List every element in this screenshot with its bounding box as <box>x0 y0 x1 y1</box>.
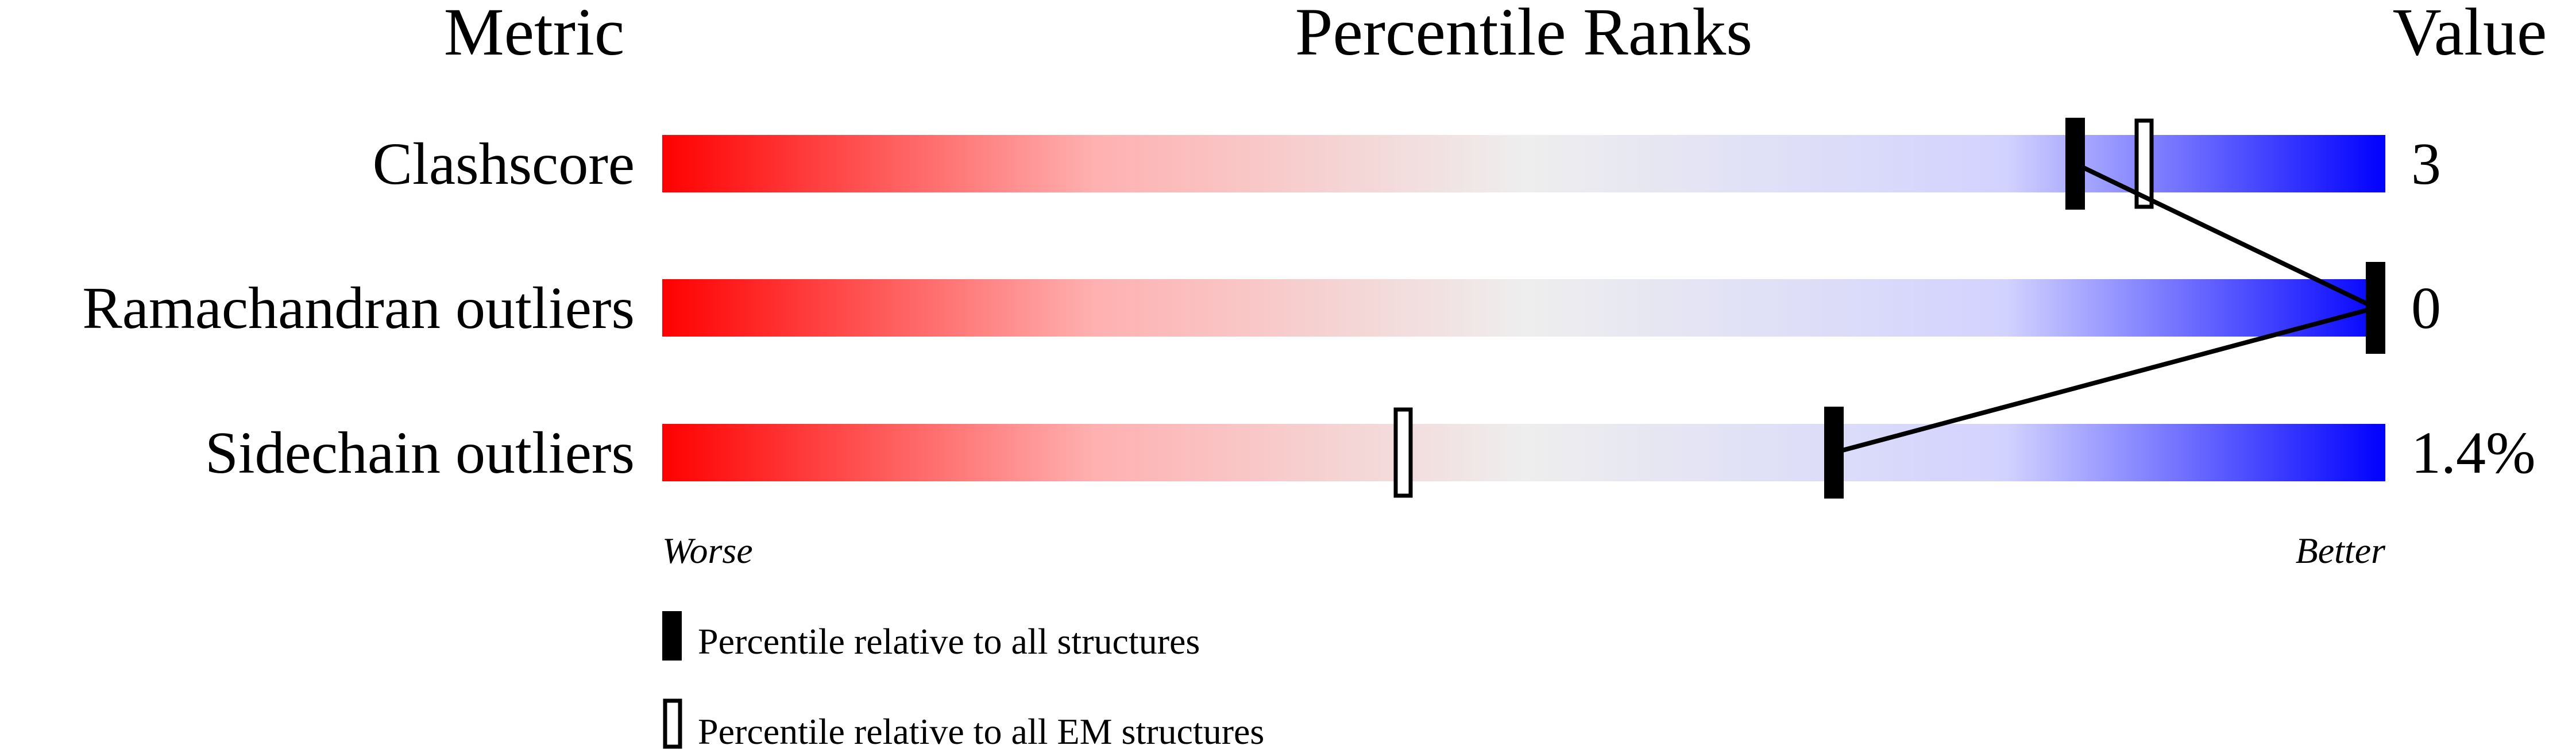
em-percentile-marker <box>1393 407 1413 498</box>
percentile-bar <box>662 424 2385 481</box>
percentile-bar <box>662 135 2385 192</box>
better-label: Better <box>2296 530 2386 571</box>
metric-value: 0 <box>2411 275 2441 341</box>
value-header: Value <box>2393 0 2547 69</box>
legend-filled-marker <box>662 611 682 661</box>
legend-label-em: Percentile relative to all EM structures <box>698 711 1264 752</box>
metric-label: Ramachandran outliers <box>82 275 635 341</box>
connector-line <box>1833 306 2377 455</box>
metric-value: 3 <box>2411 131 2441 197</box>
metric-value: 1.4% <box>2411 420 2536 486</box>
percentile-bar <box>662 279 2385 337</box>
metric-label: Sidechain outliers <box>205 420 635 486</box>
chart-title: Percentile Ranks <box>1295 0 1752 69</box>
worse-label: Worse <box>662 530 753 571</box>
legend-hollow-marker <box>663 698 682 749</box>
metric-label: Clashscore <box>373 131 635 197</box>
metric-header: Metric <box>444 0 625 69</box>
legend-label-all: Percentile relative to all structures <box>698 621 1200 662</box>
connector-line <box>2074 161 2377 310</box>
